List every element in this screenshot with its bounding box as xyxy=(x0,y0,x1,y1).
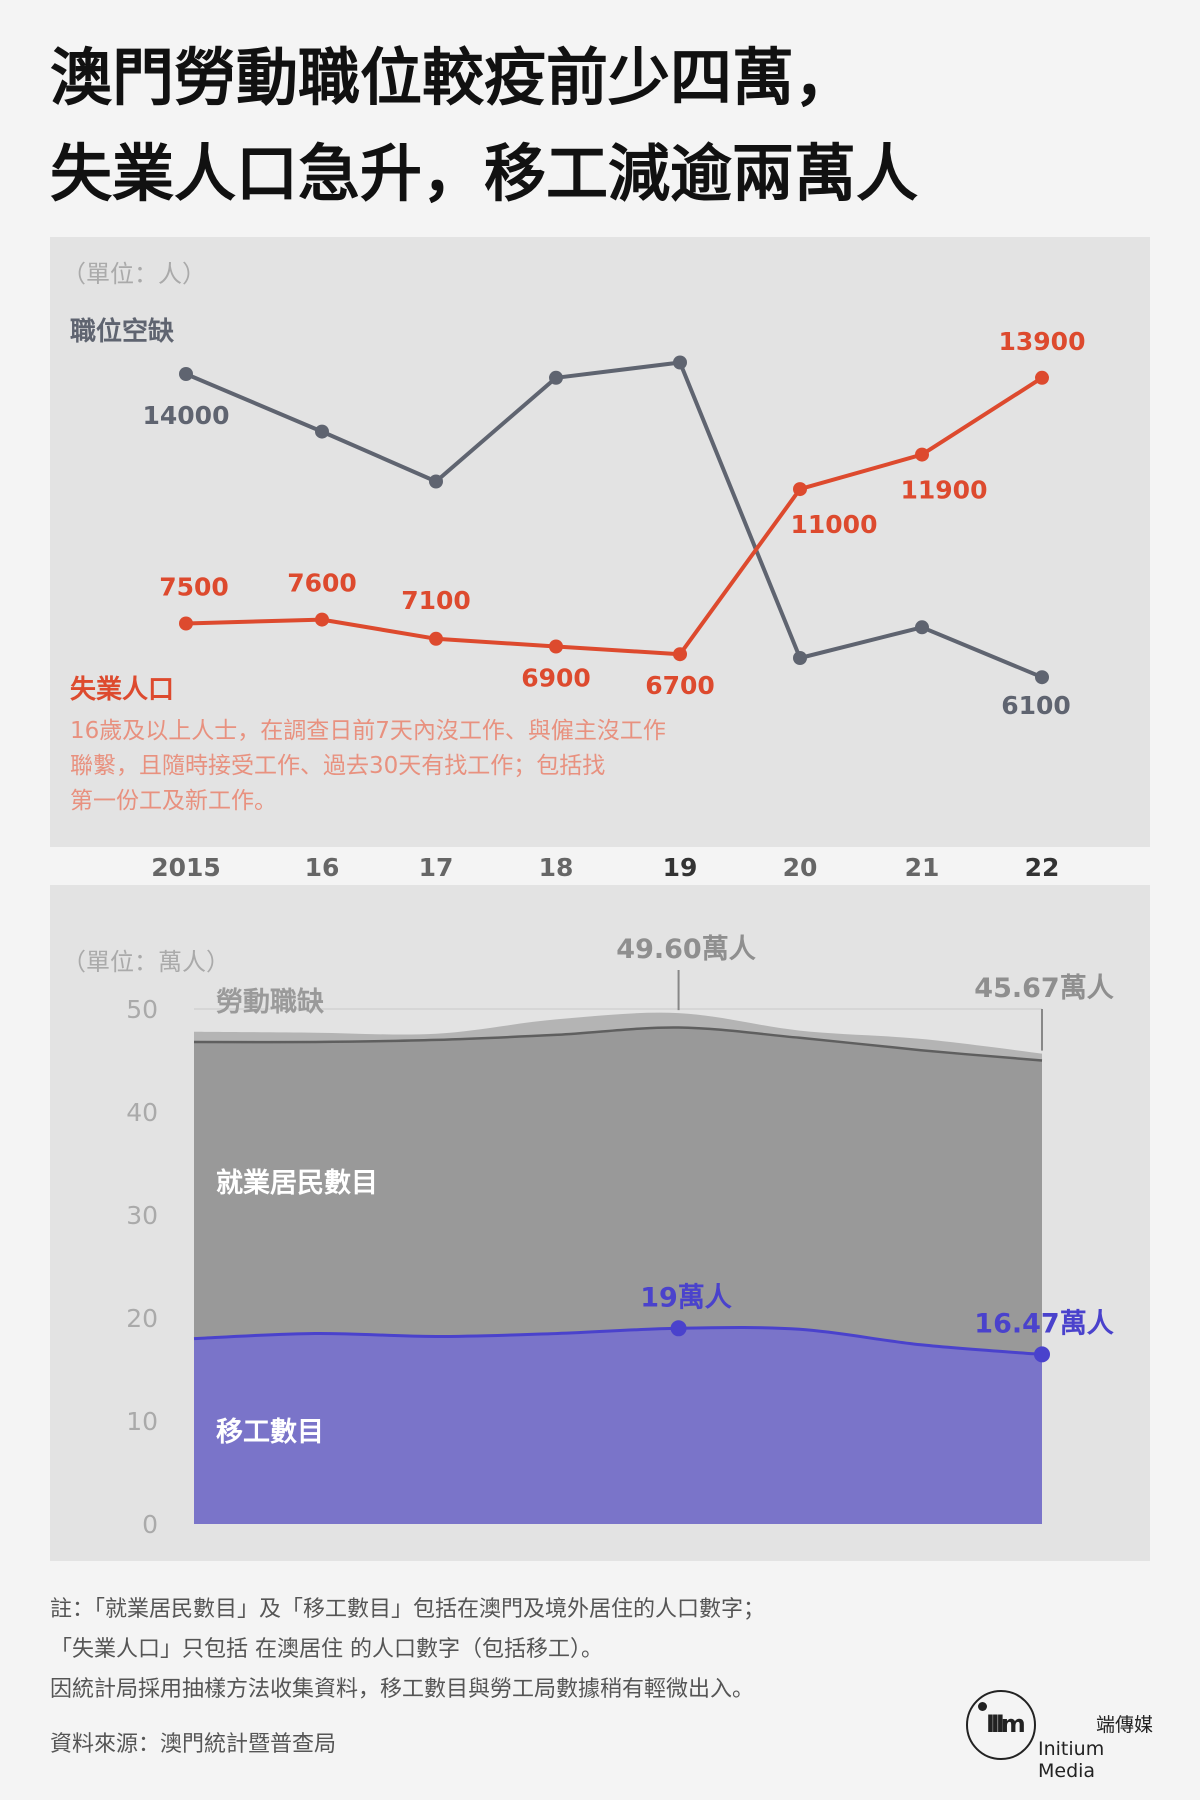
vacancy-point xyxy=(673,355,687,370)
vacancy-data-label: 6100 xyxy=(1001,691,1071,720)
x-tick-label: 21 xyxy=(905,853,940,882)
unemployed-point xyxy=(179,616,193,631)
x-tick-label: 18 xyxy=(539,853,574,882)
migrant-annotation-label: 16.47萬人 xyxy=(974,1308,1113,1339)
unemployed-point xyxy=(429,631,443,646)
unit-label: （單位：人） xyxy=(62,260,206,288)
footnote-3: 因統計局採用抽樣方法收集資料，移工數目與勞工局數據稍有輕微出入。 xyxy=(50,1677,755,1702)
unemployed-point xyxy=(673,647,687,662)
legend-series-vacancy: 職位空缺 xyxy=(70,316,175,347)
y-tick-label: 10 xyxy=(126,1407,158,1436)
unemployed-line xyxy=(185,376,1044,657)
vacancy-line xyxy=(185,360,1043,680)
vacancy-point xyxy=(1035,670,1049,685)
series-label-resident: 就業居民數目 xyxy=(216,1168,378,1199)
series-label-labour: 勞動職缺 xyxy=(216,987,324,1018)
series-definition-note-line: 第一份工及新工作。 xyxy=(70,788,277,814)
footnotes: 註：「就業居民數目」及「移工數目」包括在澳門及境外居住的人口數字； 「失業人口」… xyxy=(50,1590,950,1710)
unit-label: （單位：萬人） xyxy=(62,948,230,976)
series-label-migrant: 移工數目 xyxy=(216,1417,324,1448)
migrant-annotation-label: 19萬人 xyxy=(640,1282,732,1313)
unemployed-point xyxy=(549,639,563,654)
unemployed-data-label: 7500 xyxy=(159,573,229,602)
area-migrant-workers xyxy=(194,1327,1042,1524)
unemployed-data-label: 11900 xyxy=(901,476,988,505)
x-tick-label: 22 xyxy=(1025,853,1060,882)
vacancy-point xyxy=(429,474,443,489)
y-tick-label: 30 xyxy=(126,1201,158,1230)
logo-name-en: Initium Media xyxy=(1038,1738,1105,1782)
x-tick-label: 17 xyxy=(419,853,454,882)
unemployed-point xyxy=(1035,370,1049,385)
logo-circle-icon: IIIm xyxy=(966,1690,1036,1760)
unemployed-point xyxy=(793,482,807,497)
footnote-1: 註：「就業居民數目」及「移工數目」包括在澳門及境外居住的人口數字； xyxy=(50,1597,766,1622)
x-tick-label: 20 xyxy=(783,853,818,882)
unemployed-point xyxy=(315,612,329,627)
migrant-workers-line xyxy=(193,1326,1043,1356)
logo-name-cn: 端傳媒 xyxy=(1096,1714,1154,1736)
unemployed-data-label: 7600 xyxy=(287,569,357,598)
unemployed-data-label: 13900 xyxy=(999,327,1086,356)
labour-total-annotation: 45.67萬人 xyxy=(974,973,1113,1004)
y-tick-label: 40 xyxy=(126,1098,158,1127)
footnote-2: 「失業人口」只包括 在澳居住 的人口數字（包括移工）。 xyxy=(50,1637,603,1662)
line-chart-panel xyxy=(50,237,1150,847)
y-tick-label: 0 xyxy=(142,1510,158,1539)
initium-logo: IIIm 端傳媒 Initium Media xyxy=(964,1688,1164,1782)
vacancy-point xyxy=(315,424,329,439)
unemployed-data-label: 11000 xyxy=(791,510,878,539)
vacancy-point xyxy=(549,370,563,385)
vacancy-point xyxy=(179,367,193,381)
page-title: 澳門勞動職位較疫前少四萬， 失業人口急升，移工減逾兩萬人 xyxy=(50,30,1150,222)
migrant-annotation-point xyxy=(1034,1346,1050,1363)
logo-mark: IIIm xyxy=(986,1710,1026,1738)
series-definition-note-line: 16歲及以上人士，在調查日前7天內沒工作、與僱主沒工作 xyxy=(70,718,666,744)
migrant-annotation-point xyxy=(670,1320,687,1337)
title-line-2: 失業人口急升，移工減逾兩萬人 xyxy=(50,137,919,210)
x-tick-label: 16 xyxy=(305,853,340,882)
series-definition-note-line: 聯繫，且隨時接受工作、過去30天有找工作；包括找 xyxy=(70,753,605,779)
labour-total-annotation: 49.60萬人 xyxy=(616,934,755,965)
legend-series-unemployed: 失業人口 xyxy=(70,675,174,705)
vacancy-data-label: 14000 xyxy=(143,401,230,430)
logo-dot-icon xyxy=(978,1702,987,1711)
vacancy-point xyxy=(915,620,929,635)
unemployed-data-label: 6700 xyxy=(645,671,715,700)
title-line-1: 澳門勞動職位較疫前少四萬， xyxy=(50,41,857,114)
resident-employed-line xyxy=(193,1026,1043,1062)
unemployed-data-label: 7100 xyxy=(401,586,471,615)
source-note: 資料來源：澳門統計暨普查局 xyxy=(50,1732,337,1757)
vacancy-point xyxy=(793,651,807,665)
x-tick-label: 2015 xyxy=(151,853,221,882)
y-tick-label: 50 xyxy=(126,995,158,1024)
x-tick-label: 19 xyxy=(663,853,698,882)
unemployed-point xyxy=(915,447,929,462)
y-tick-label: 20 xyxy=(126,1304,158,1333)
unemployed-data-label: 6900 xyxy=(521,664,591,693)
